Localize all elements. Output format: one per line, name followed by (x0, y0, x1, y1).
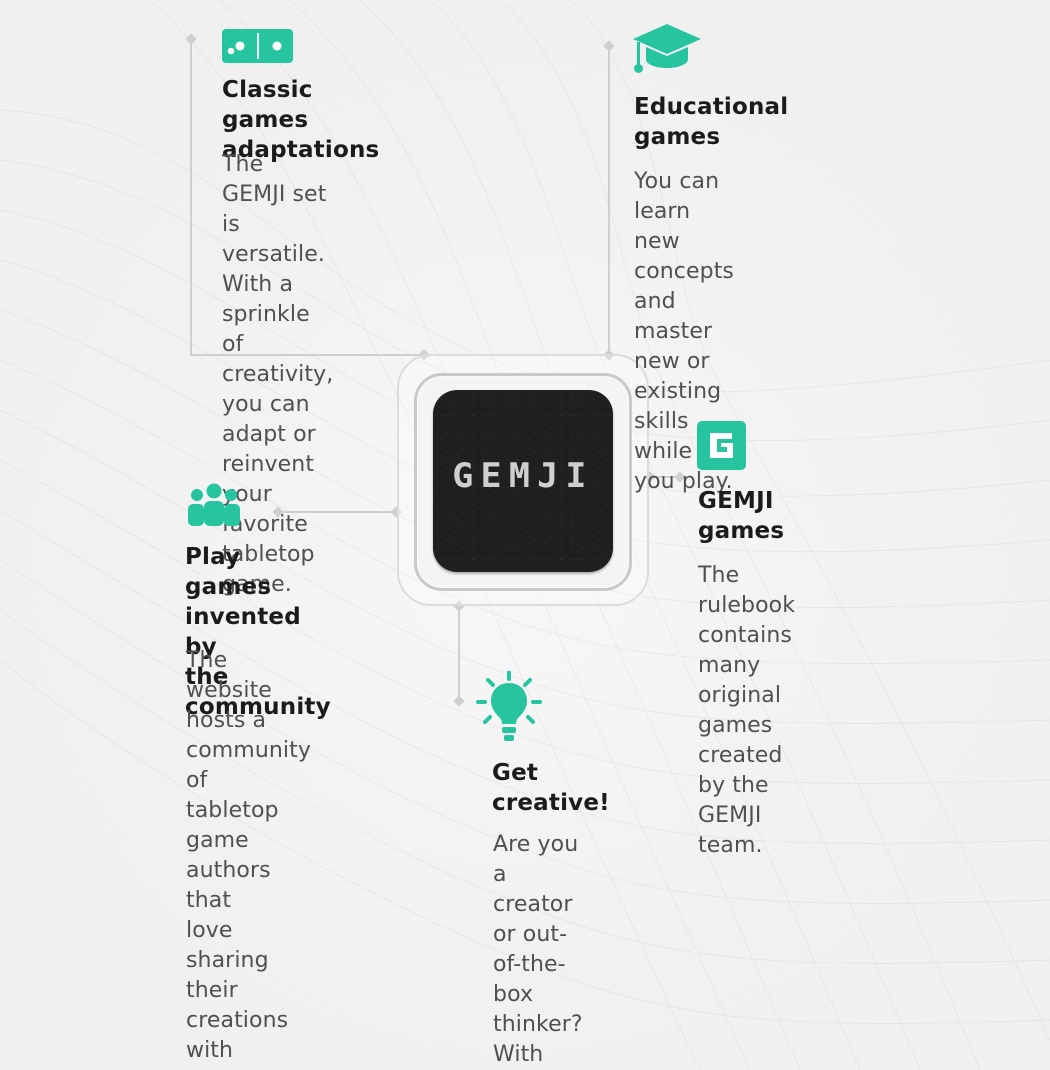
get-creative-line-3: thinker? With (493, 1012, 583, 1067)
gemji-games-description: The rulebook contains many original game… (698, 561, 795, 861)
domino-icon (222, 29, 293, 63)
lightbulb-icon (476, 671, 542, 741)
educational-games-description: You can learn new concepts and master ne… (634, 167, 734, 497)
community-icon (188, 483, 240, 526)
community-games-title-line-2: invented by (185, 604, 301, 660)
graduation-cap-icon (633, 24, 701, 73)
gemji-games-line-3: original games (698, 683, 782, 738)
classic-games-line-4: you can adapt or (222, 392, 316, 447)
gemji-logo-icon (697, 421, 746, 470)
classic-games-line-6: tabletop game. (222, 542, 315, 597)
classic-games-title-line-1: Classic games (222, 77, 313, 133)
community-games-line-2: hosts a (186, 708, 267, 733)
classic-games-title-line-2: adaptations (222, 137, 380, 163)
community-games-line-3: community of (186, 738, 311, 793)
community-games-line-7: their creations (186, 978, 289, 1033)
get-creative-title: Get creative! (492, 758, 610, 818)
community-games-line-1: The website (186, 648, 272, 703)
get-creative-line-1: Are you a creator (493, 832, 579, 917)
educational-games-line-2: concepts and (634, 259, 734, 314)
community-games-title: Play games invented by the community (185, 542, 331, 722)
gemji-games-title: GEMJI games (698, 486, 784, 546)
community-games-line-4: tabletop game (186, 798, 279, 853)
classic-games-line-2: versatile. With a (222, 242, 325, 297)
community-games-description: The website hosts a community of tableto… (186, 646, 311, 1070)
gemji-logo-text: GEMJI (452, 456, 594, 496)
classic-games-line-5: reinvent your favorite (222, 452, 315, 537)
gemji-games-line-4: created by the (698, 743, 783, 798)
gemji-games-title-line-1: GEMJI (698, 488, 774, 514)
educational-games-title-line-1: Educational (634, 94, 789, 120)
classic-games-title: Classic games adaptations (222, 75, 379, 165)
educational-games-line-4: existing skills while (634, 379, 722, 464)
educational-games-title: Educational games (634, 92, 788, 152)
logo-texture (433, 390, 613, 572)
educational-games-title-line-2: games (634, 124, 721, 150)
educational-games-line-1: You can learn new (634, 169, 720, 254)
get-creative-description: Are you a creator or out-of-the-box thin… (493, 830, 583, 1070)
community-games-title-line-1: Play games (185, 544, 272, 600)
educational-games-line-3: master new or (634, 319, 713, 374)
educational-games-line-5: you play. (634, 469, 733, 494)
gemji-games-line-5: GEMJI team. (698, 803, 763, 858)
get-creative-title-line-1: Get (492, 760, 539, 786)
classic-games-line-1: The GEMJI set is (222, 152, 327, 237)
gemji-games-line-2: contains many (698, 623, 792, 678)
community-games-line-5: authors that (186, 858, 271, 913)
community-games-title-line-3: the community (185, 664, 331, 720)
get-creative-line-2: or out-of-the-box (493, 922, 568, 1007)
get-creative-title-line-2: creative! (492, 790, 610, 816)
community-games-line-8: with everyone. (186, 1038, 297, 1070)
gemji-games-title-line-2: games (698, 518, 785, 544)
community-games-line-6: love sharing (186, 918, 269, 973)
classic-games-description: The GEMJI set is versatile. With a sprin… (222, 150, 333, 600)
gemji-logo-tile: GEMJI (433, 390, 613, 572)
gemji-games-line-1: The rulebook (698, 563, 796, 618)
classic-games-line-3: sprinkle of creativity, (222, 302, 334, 387)
